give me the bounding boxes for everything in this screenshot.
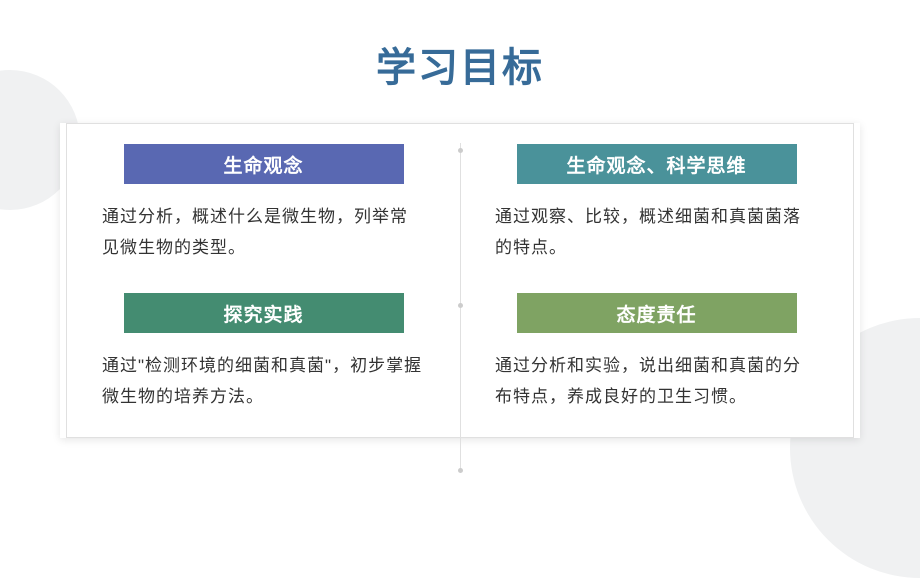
card-body: 通过观察、比较，概述细菌和真菌菌落的特点。 [490,202,823,263]
vertical-divider [460,143,461,473]
card-body: 通过分析和实验，说出细菌和真菌的分布特点，养成良好的卫生习惯。 [490,351,823,412]
content-container: 生命观念 通过分析，概述什么是微生物，列举常见微生物的类型。 生命观念、科学思维… [60,123,860,438]
card-body: 通过分析，概述什么是微生物，列举常见微生物的类型。 [97,202,430,263]
card-header: 探究实践 [124,293,404,333]
card-life-concept: 生命观念 通过分析，概述什么是微生物，列举常见微生物的类型。 [77,144,450,263]
card-inquiry-practice: 探究实践 通过"检测环境的细菌和真菌"，初步掌握微生物的培养方法。 [77,293,450,412]
card-header: 生命观念、科学思维 [517,144,797,184]
card-header: 态度责任 [517,293,797,333]
card-life-scientific: 生命观念、科学思维 通过观察、比较，概述细菌和真菌菌落的特点。 [470,144,843,263]
card-header: 生命观念 [124,144,404,184]
page-title: 学习目标 [0,0,920,93]
divider-dot [458,303,463,308]
divider-dot [458,468,463,473]
card-grid: 生命观念 通过分析，概述什么是微生物，列举常见微生物的类型。 生命观念、科学思维… [66,123,854,438]
card-attitude-responsibility: 态度责任 通过分析和实验，说出细菌和真菌的分布特点，养成良好的卫生习惯。 [470,293,843,412]
card-body: 通过"检测环境的细菌和真菌"，初步掌握微生物的培养方法。 [97,351,430,412]
divider-dot [458,148,463,153]
